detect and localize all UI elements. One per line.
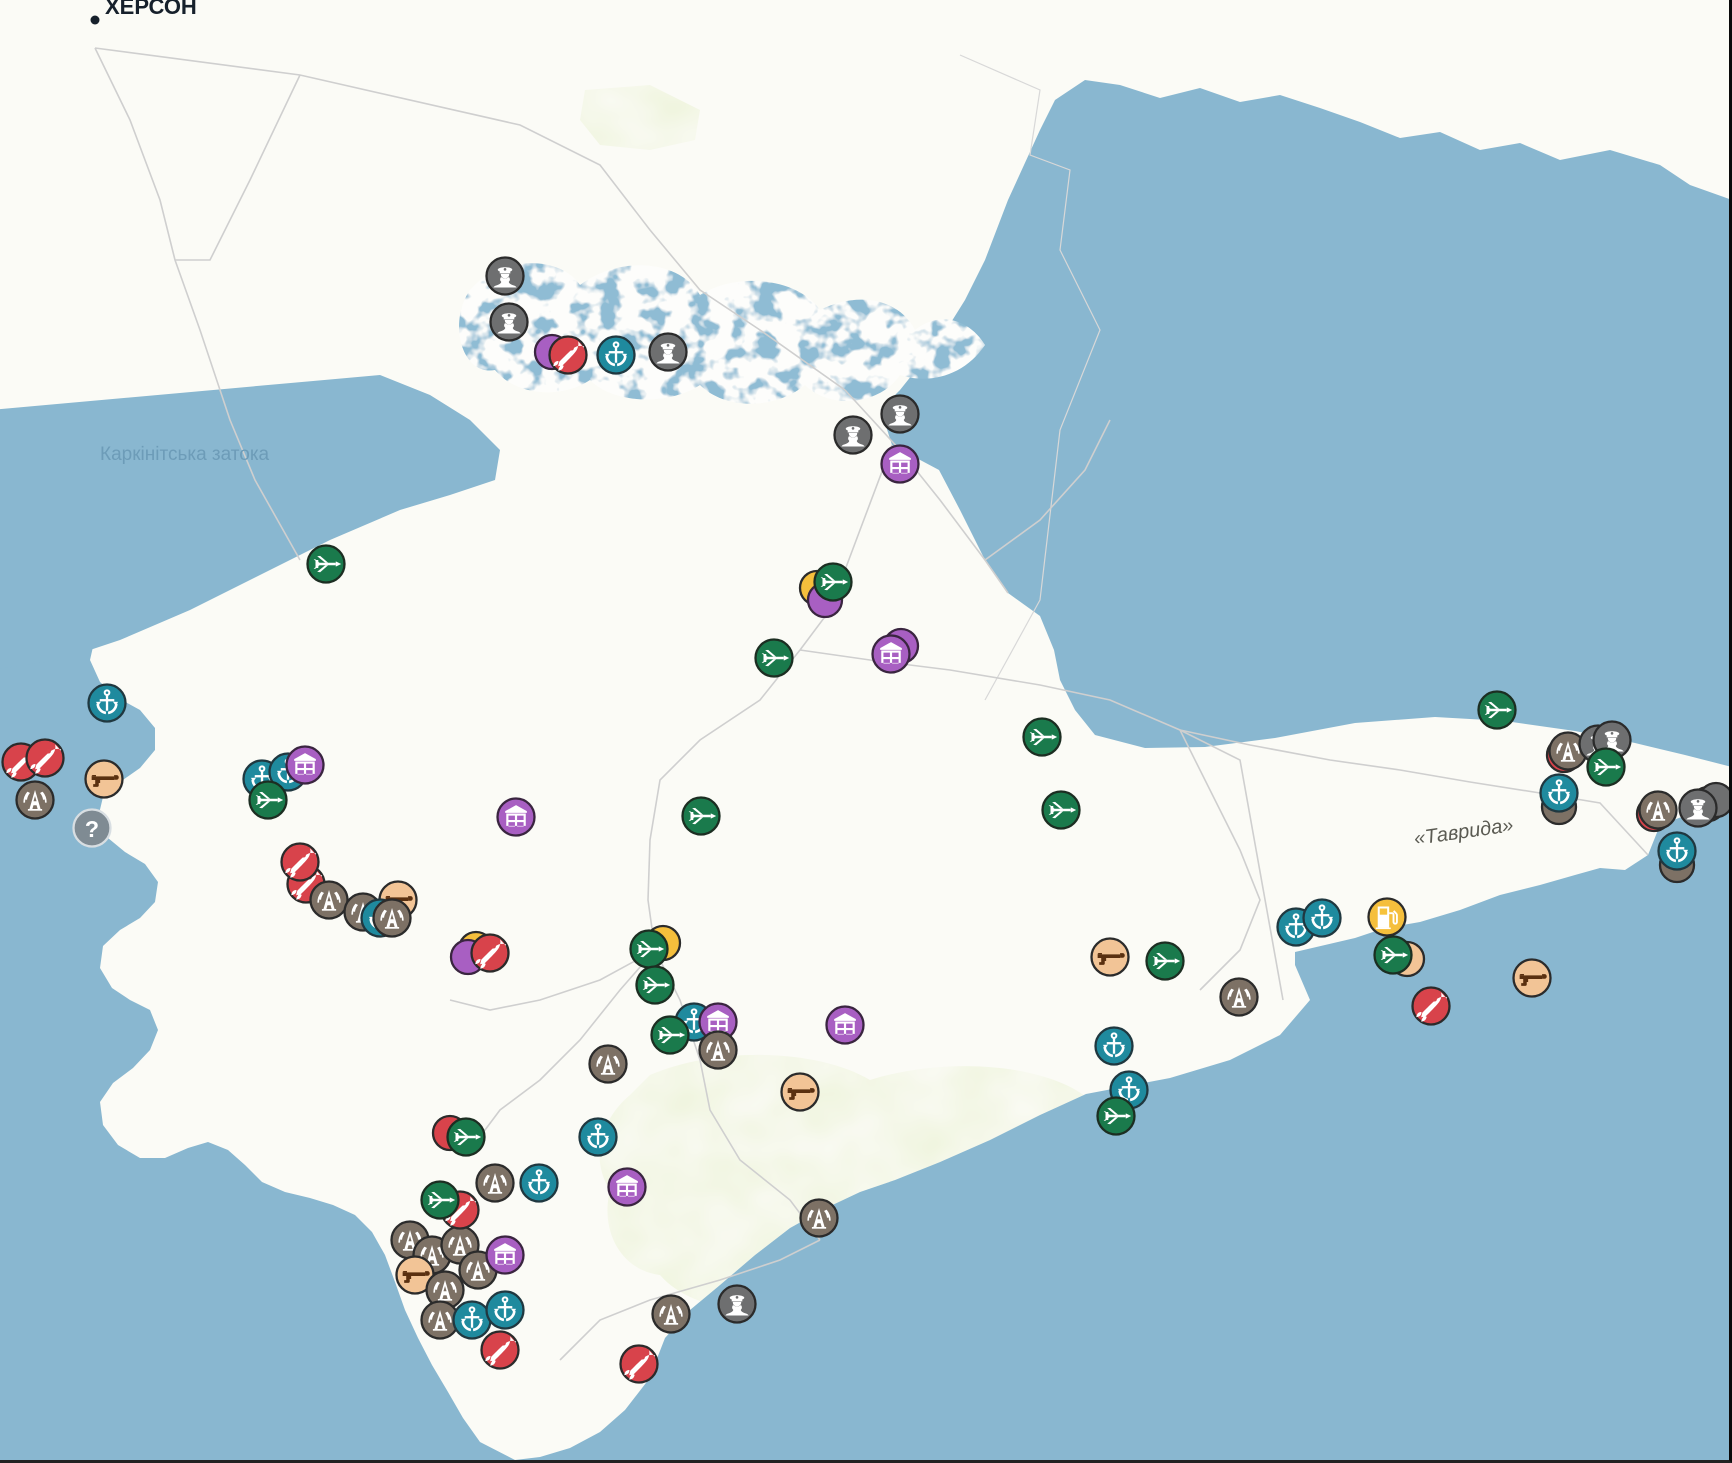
- svg-text:ХЕРСОН: ХЕРСОН: [105, 0, 197, 19]
- svg-text:Каркінітська затока: Каркінітська затока: [100, 444, 270, 465]
